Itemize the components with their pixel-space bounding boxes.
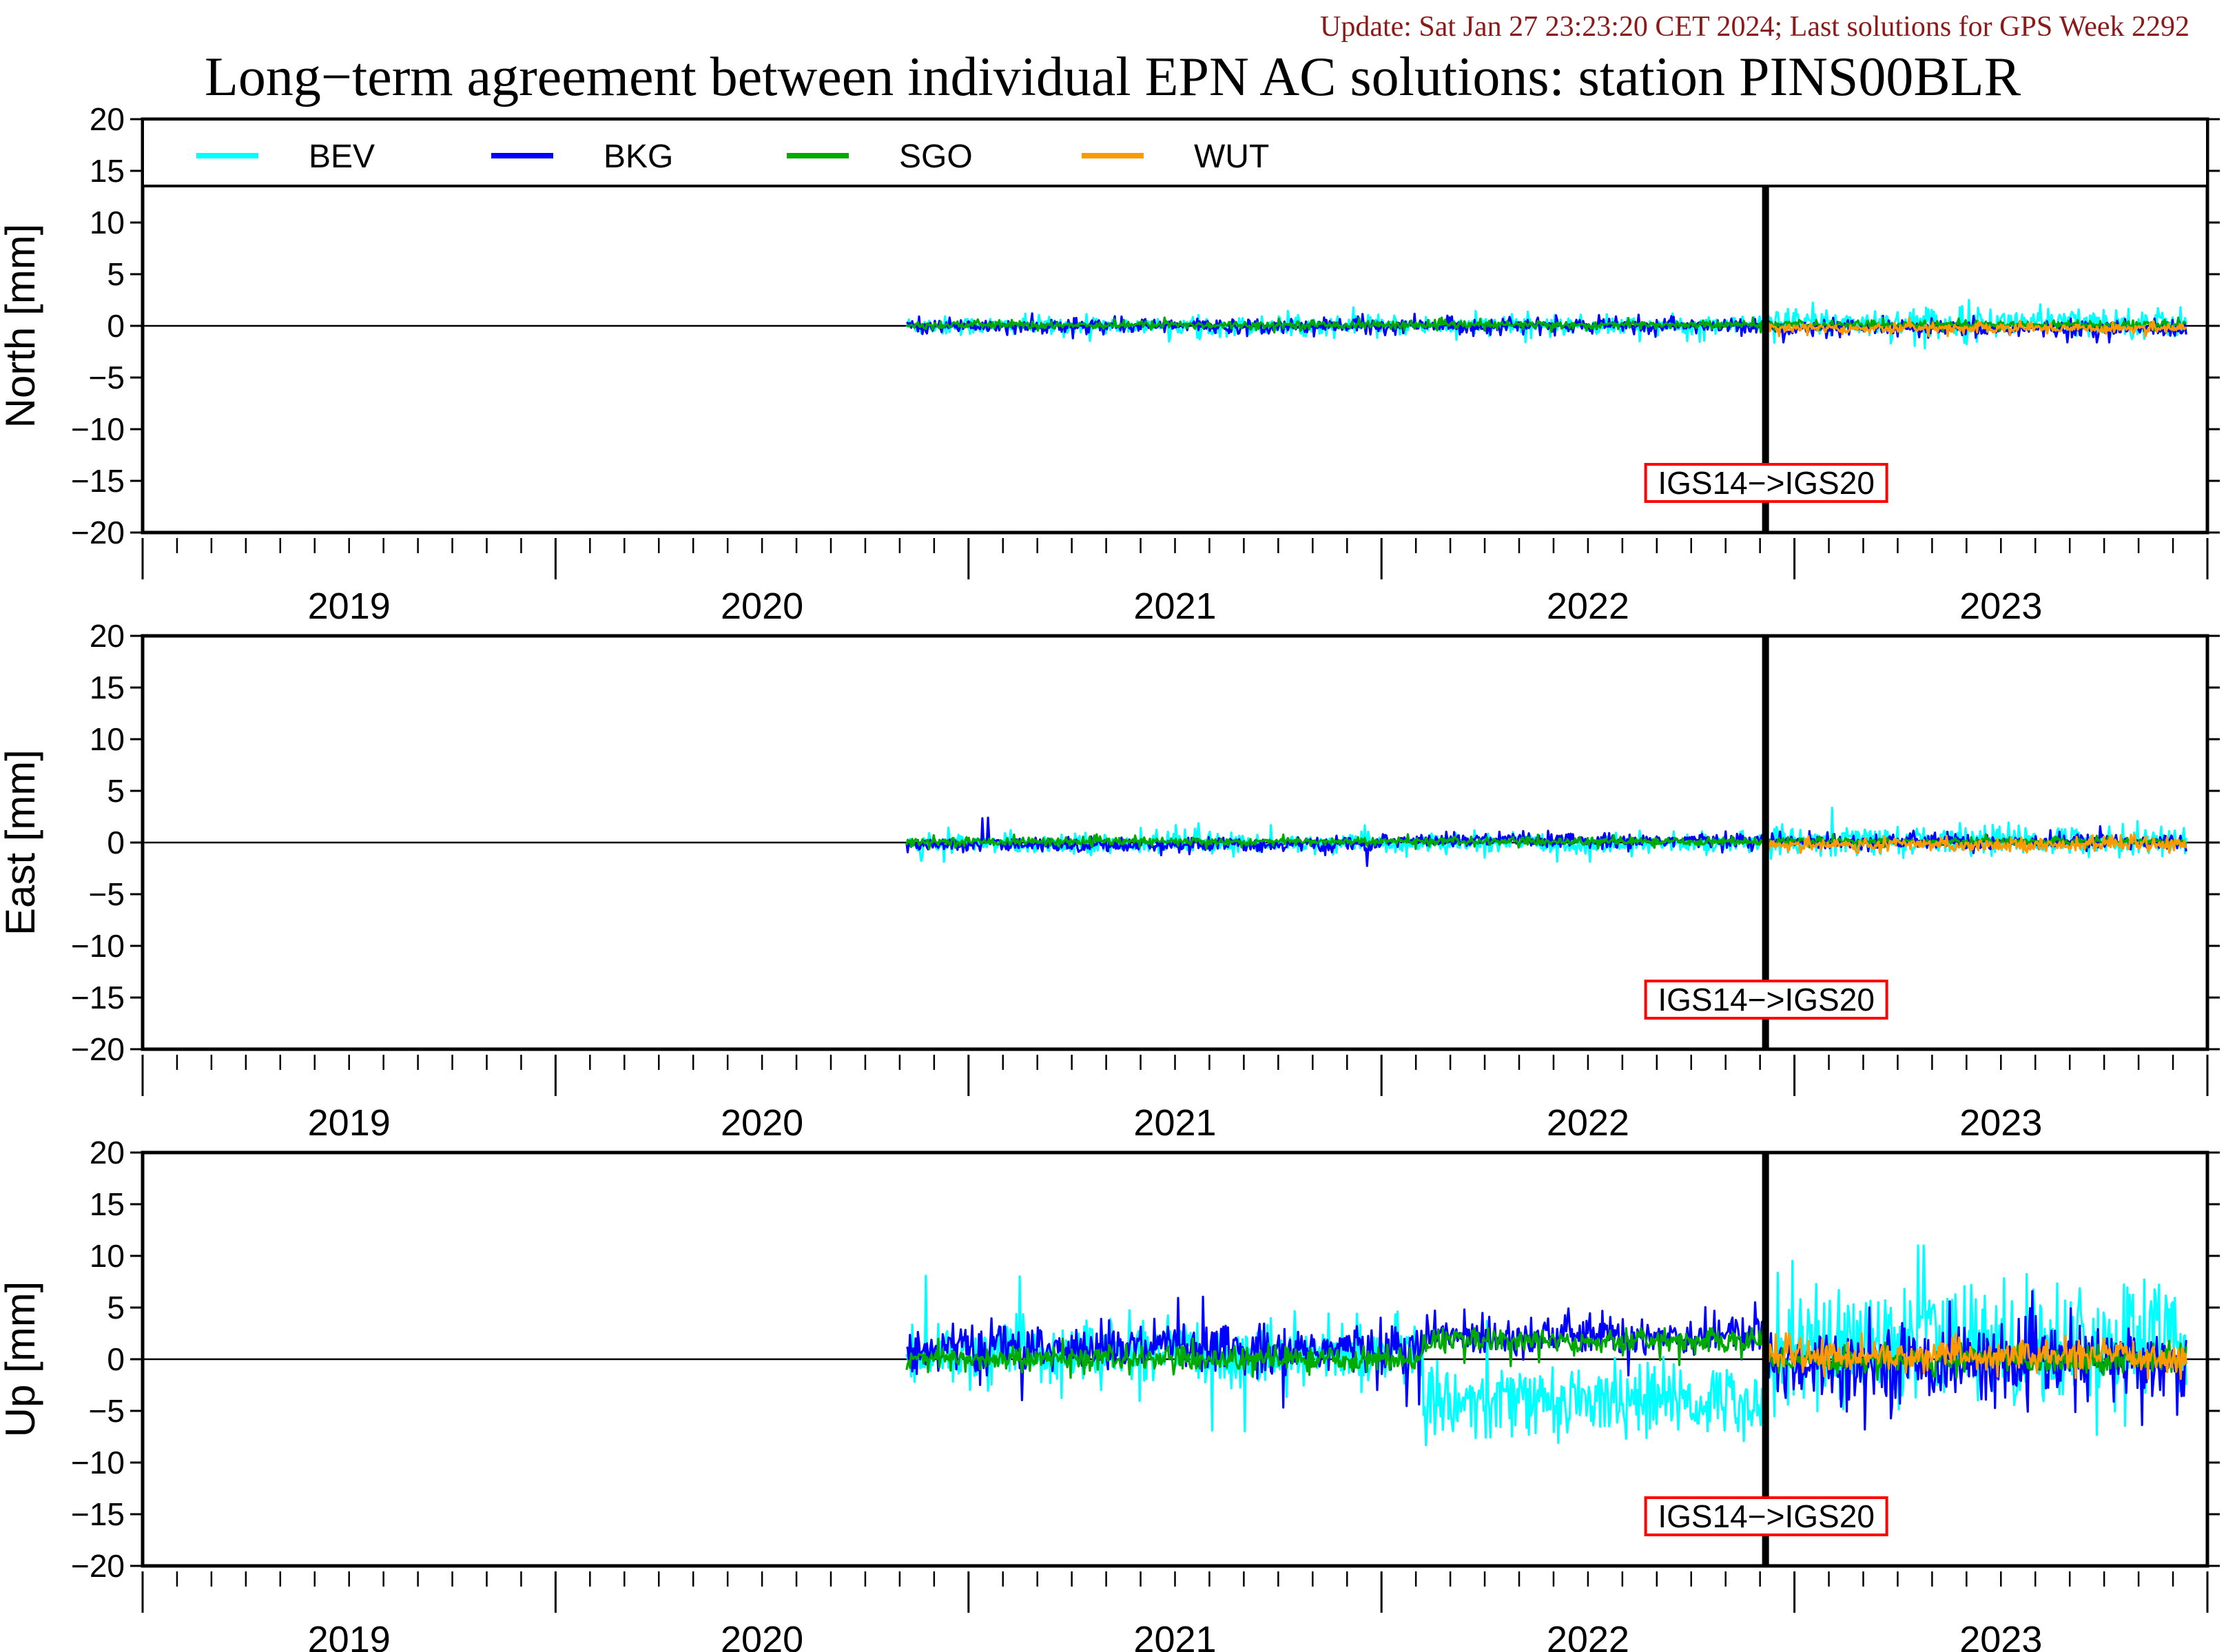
x-year-label: 2023 [1959, 1102, 2042, 1144]
y-axis-title: North [mm] [0, 224, 43, 429]
plot-frame [141, 634, 2209, 1051]
y-tick-label: −20 [71, 1548, 125, 1584]
x-year-label: 2022 [1547, 1619, 1629, 1652]
annotation-label: IGS14−>IGS20 [1658, 982, 1875, 1018]
series-line-bkg [905, 1290, 2187, 1431]
series-line-bev [905, 806, 2187, 863]
legend-label-bkg: BKG [604, 138, 673, 175]
y-tick-label: 0 [107, 308, 125, 344]
x-year-label: 2019 [308, 586, 391, 627]
y-tick-label: −20 [71, 1031, 125, 1067]
series-line-sgo [905, 316, 2187, 334]
y-tick-label: −5 [89, 360, 125, 395]
y-tick-label: 15 [90, 1186, 125, 1222]
y-tick-label: −15 [71, 463, 125, 499]
panel-3: 20 15 10 5 0 −5 −10 −15 −20 Up [mm] IGS14−>IGS20 20… [0, 1135, 2220, 1652]
legend-label-wut: WUT [1194, 138, 1269, 175]
y-axis-title: East [mm] [0, 750, 43, 936]
legend-box [141, 118, 2209, 187]
y-tick-label: −20 [71, 515, 125, 550]
series-line-sgo [905, 833, 2187, 851]
x-year-label: 2023 [1959, 586, 2042, 627]
x-year-label: 2022 [1547, 1102, 1629, 1144]
series-line-wut [1764, 316, 2187, 338]
annotation-label: IGS14−>IGS20 [1658, 465, 1875, 501]
y-tick-label: 10 [90, 1238, 125, 1274]
y-tick-label: 5 [107, 773, 125, 809]
y-tick-label: 15 [90, 153, 125, 189]
y-tick-label: 5 [107, 256, 125, 292]
series-group [905, 806, 2187, 867]
y-tick-label: 10 [90, 721, 125, 757]
series-group [905, 298, 2187, 350]
y-tick-label: −10 [71, 411, 125, 447]
x-year-label: 2021 [1133, 1619, 1216, 1652]
series-line-wut [1764, 1332, 2188, 1381]
x-year-label: 2020 [721, 1102, 803, 1144]
x-year-label: 2022 [1547, 586, 1629, 627]
y-tick-label: 0 [107, 825, 125, 860]
y-tick-label: 20 [90, 101, 125, 137]
panel-2: 20 15 10 5 0 −5 −10 −15 −20 East [mm] IGS14−>IGS20… [0, 618, 2220, 1144]
y-tick-label: 20 [90, 1135, 125, 1170]
x-year-label: 2019 [308, 1619, 391, 1652]
annotation-box [1644, 463, 1888, 503]
y-tick-label: 5 [107, 1290, 125, 1325]
legend-label-sgo: SGO [899, 138, 973, 175]
y-tick-label: −5 [89, 1393, 125, 1429]
y-tick-label: 10 [90, 205, 125, 240]
y-tick-label: 15 [90, 670, 125, 705]
update-text: Update: Sat Jan 27 23:23:20 CET 2024; La… [1320, 11, 2189, 43]
x-year-label: 2019 [308, 1102, 391, 1144]
y-axis-title: Up [mm] [0, 1281, 43, 1438]
y-tick-label: −15 [71, 980, 125, 1015]
x-year-label: 2021 [1133, 1102, 1216, 1144]
annotation-label: IGS14−>IGS20 [1658, 1498, 1875, 1534]
y-tick-label: −10 [71, 1445, 125, 1480]
y-tick-label: −15 [71, 1496, 125, 1532]
x-year-label: 2020 [721, 1619, 803, 1652]
annotation-box [1644, 980, 1888, 1020]
y-tick-label: −5 [89, 876, 125, 912]
chart-title: Long−term agreement between individual E… [205, 47, 2021, 107]
y-tick-label: 20 [90, 618, 125, 654]
plot-frame [141, 1150, 2209, 1568]
y-tick-label: 0 [107, 1341, 125, 1377]
x-year-label: 2023 [1959, 1619, 2042, 1652]
y-tick-label: −10 [71, 928, 125, 964]
panels: 20 15 10 5 0 −5 −10 −15 −20 North [mm] BEV BKG SGO WU… [0, 101, 2220, 1652]
panel-1: 20 15 10 5 0 −5 −10 −15 −20 North [mm] BEV BKG SGO WU… [0, 101, 2220, 627]
series-group [905, 1244, 2188, 1447]
legend-label-bev: BEV [309, 138, 375, 175]
x-year-label: 2020 [721, 586, 803, 627]
series-line-wut [1764, 833, 2187, 854]
x-year-label: 2021 [1133, 586, 1216, 627]
annotation-box [1644, 1496, 1888, 1536]
